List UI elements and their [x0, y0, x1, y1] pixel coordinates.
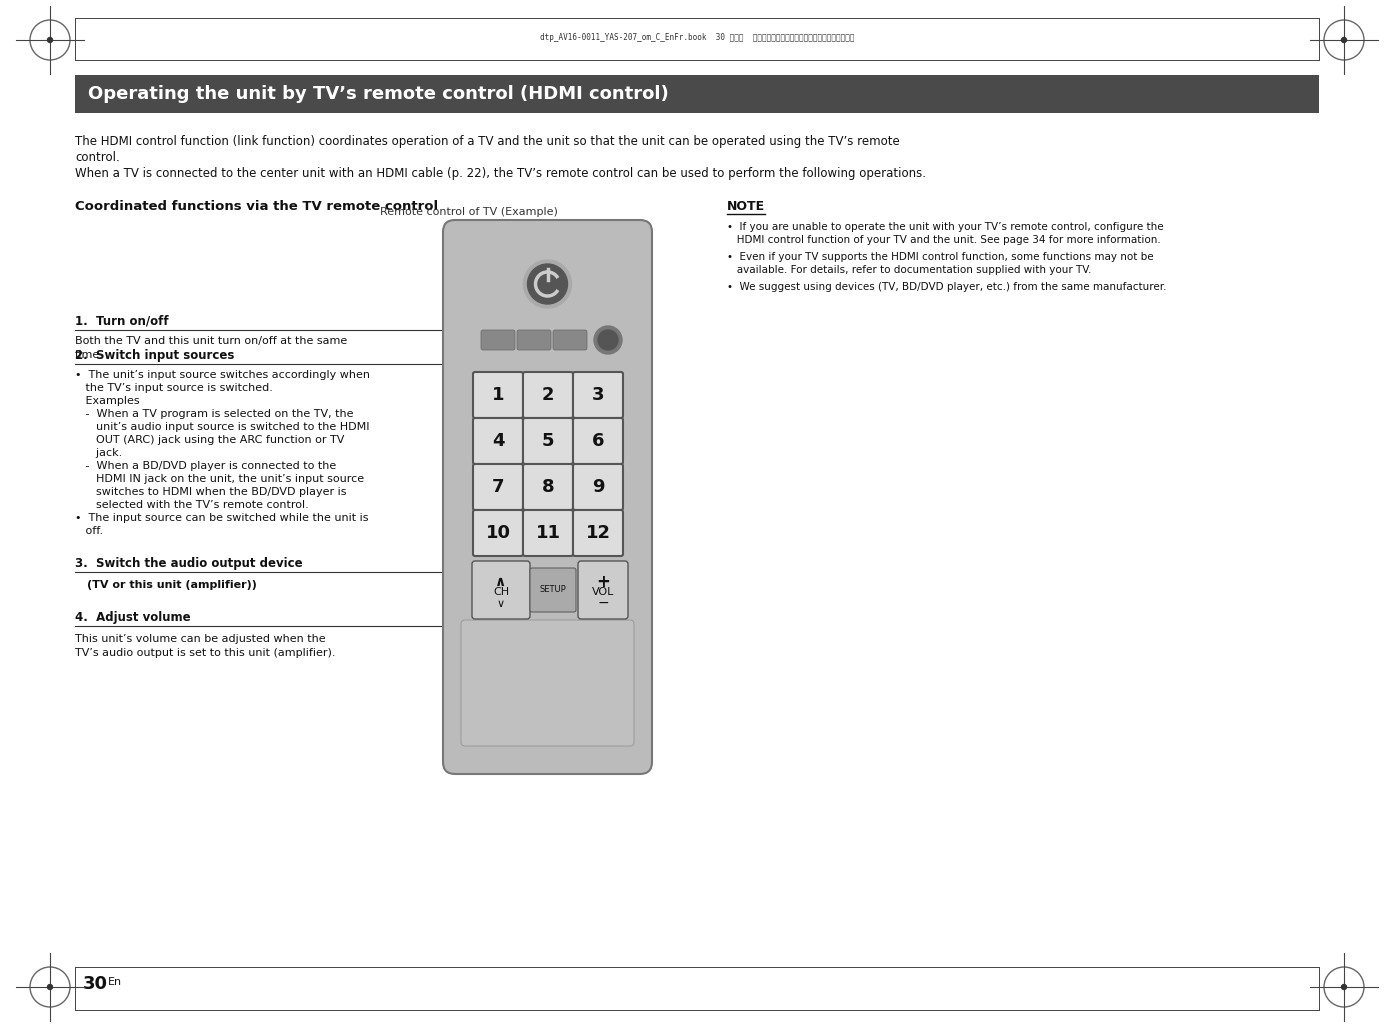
Text: Both the TV and this unit turn on/off at the same: Both the TV and this unit turn on/off at… [75, 336, 347, 346]
Text: En: En [107, 977, 123, 987]
Text: 3.  Switch the audio output device: 3. Switch the audio output device [75, 557, 302, 570]
Text: +: + [597, 573, 611, 591]
Text: control.: control. [75, 151, 120, 164]
Bar [75, 75, 1319, 113]
Text: jack.: jack. [75, 448, 123, 458]
Text: •  Even if your TV supports the HDMI control function, some functions may not be: • Even if your TV supports the HDMI cont… [728, 252, 1154, 262]
FancyBboxPatch shape [517, 330, 551, 350]
Text: 1.  Turn on/off: 1. Turn on/off [75, 315, 169, 328]
Text: -  When a BD/DVD player is connected to the: - When a BD/DVD player is connected to t… [75, 461, 336, 471]
FancyBboxPatch shape [473, 464, 523, 510]
Text: 4.  Adjust volume: 4. Adjust volume [75, 611, 191, 624]
Text: TV’s audio output is set to this unit (amplifier).: TV’s audio output is set to this unit (a… [75, 648, 336, 658]
FancyBboxPatch shape [481, 330, 514, 350]
Circle shape [527, 264, 567, 304]
FancyBboxPatch shape [573, 418, 623, 464]
Text: OUT (ARC) jack using the ARC function or TV: OUT (ARC) jack using the ARC function or… [75, 435, 344, 445]
Text: 1: 1 [492, 386, 505, 404]
Circle shape [524, 260, 572, 308]
FancyBboxPatch shape [473, 510, 523, 556]
Text: 10: 10 [485, 524, 510, 542]
FancyBboxPatch shape [461, 620, 634, 746]
FancyBboxPatch shape [573, 464, 623, 510]
FancyBboxPatch shape [530, 568, 576, 612]
Text: VOL: VOL [592, 587, 615, 597]
Circle shape [1341, 985, 1347, 989]
FancyBboxPatch shape [573, 372, 623, 418]
Text: dtp_AV16-0011_YAS-207_om_C_EnFr.book  30 ページ  ２０１７年４月１３日　木曜日　午後３時４１分: dtp_AV16-0011_YAS-207_om_C_EnFr.book 30 … [539, 34, 855, 42]
FancyBboxPatch shape [579, 561, 629, 619]
Text: selected with the TV’s remote control.: selected with the TV’s remote control. [75, 500, 308, 510]
FancyBboxPatch shape [523, 372, 573, 418]
Text: 2: 2 [542, 386, 555, 404]
Circle shape [47, 38, 53, 42]
FancyBboxPatch shape [523, 464, 573, 510]
Text: time.: time. [75, 350, 105, 360]
Circle shape [598, 330, 618, 350]
FancyBboxPatch shape [473, 561, 530, 619]
Text: 8: 8 [542, 478, 555, 496]
FancyBboxPatch shape [573, 510, 623, 556]
Text: 3: 3 [591, 386, 604, 404]
Text: the TV’s input source is switched.: the TV’s input source is switched. [75, 383, 273, 393]
Text: −: − [597, 596, 609, 610]
Text: HDMI control function of your TV and the unit. See page 34 for more information.: HDMI control function of your TV and the… [728, 235, 1161, 245]
Text: 5: 5 [542, 432, 555, 450]
Text: CH: CH [493, 587, 509, 597]
Text: unit’s audio input source is switched to the HDMI: unit’s audio input source is switched to… [75, 422, 369, 432]
Text: -  When a TV program is selected on the TV, the: - When a TV program is selected on the T… [75, 409, 354, 419]
Circle shape [1341, 38, 1347, 42]
Text: •  The unit’s input source switches accordingly when: • The unit’s input source switches accor… [75, 370, 369, 380]
Text: ∧: ∧ [495, 575, 506, 589]
Text: 7: 7 [492, 478, 505, 496]
FancyBboxPatch shape [443, 220, 652, 774]
Text: 12: 12 [585, 524, 611, 542]
FancyBboxPatch shape [473, 372, 523, 418]
Text: Examples: Examples [75, 396, 139, 406]
Text: The HDMI control function (link function) coordinates operation of a TV and the : The HDMI control function (link function… [75, 135, 899, 148]
Text: 2.  Switch input sources: 2. Switch input sources [75, 349, 234, 362]
Text: (TV or this unit (amplifier)): (TV or this unit (amplifier)) [86, 580, 256, 589]
Text: HDMI IN jack on the unit, the unit’s input source: HDMI IN jack on the unit, the unit’s inp… [75, 474, 364, 484]
Circle shape [47, 985, 53, 989]
Text: 30: 30 [84, 975, 107, 993]
Text: When a TV is connected to the center unit with an HDMI cable (p. 22), the TV’s r: When a TV is connected to the center uni… [75, 167, 926, 180]
FancyBboxPatch shape [473, 418, 523, 464]
Text: 4: 4 [492, 432, 505, 450]
Text: off.: off. [75, 526, 103, 536]
Text: switches to HDMI when the BD/DVD player is: switches to HDMI when the BD/DVD player … [75, 487, 347, 497]
Text: •  We suggest using devices (TV, BD/DVD player, etc.) from the same manufacturer: • We suggest using devices (TV, BD/DVD p… [728, 282, 1167, 292]
Text: •  The input source can be switched while the unit is: • The input source can be switched while… [75, 514, 368, 523]
Text: Coordinated functions via the TV remote control: Coordinated functions via the TV remote … [75, 200, 438, 213]
Circle shape [594, 326, 622, 354]
Text: Remote control of TV (Example): Remote control of TV (Example) [379, 207, 558, 217]
Text: available. For details, refer to documentation supplied with your TV.: available. For details, refer to documen… [728, 265, 1092, 275]
FancyBboxPatch shape [523, 510, 573, 556]
Text: 11: 11 [535, 524, 560, 542]
Text: ∨: ∨ [496, 599, 505, 609]
Text: 9: 9 [591, 478, 604, 496]
Text: This unit’s volume can be adjusted when the: This unit’s volume can be adjusted when … [75, 634, 326, 644]
Text: NOTE: NOTE [728, 200, 765, 213]
FancyBboxPatch shape [523, 418, 573, 464]
Text: SETUP: SETUP [539, 585, 566, 595]
Text: 6: 6 [591, 432, 604, 450]
FancyBboxPatch shape [553, 330, 587, 350]
Text: •  If you are unable to operate the unit with your TV’s remote control, configur: • If you are unable to operate the unit … [728, 222, 1164, 232]
Text: Operating the unit by TV’s remote control (HDMI control): Operating the unit by TV’s remote contro… [88, 85, 669, 103]
